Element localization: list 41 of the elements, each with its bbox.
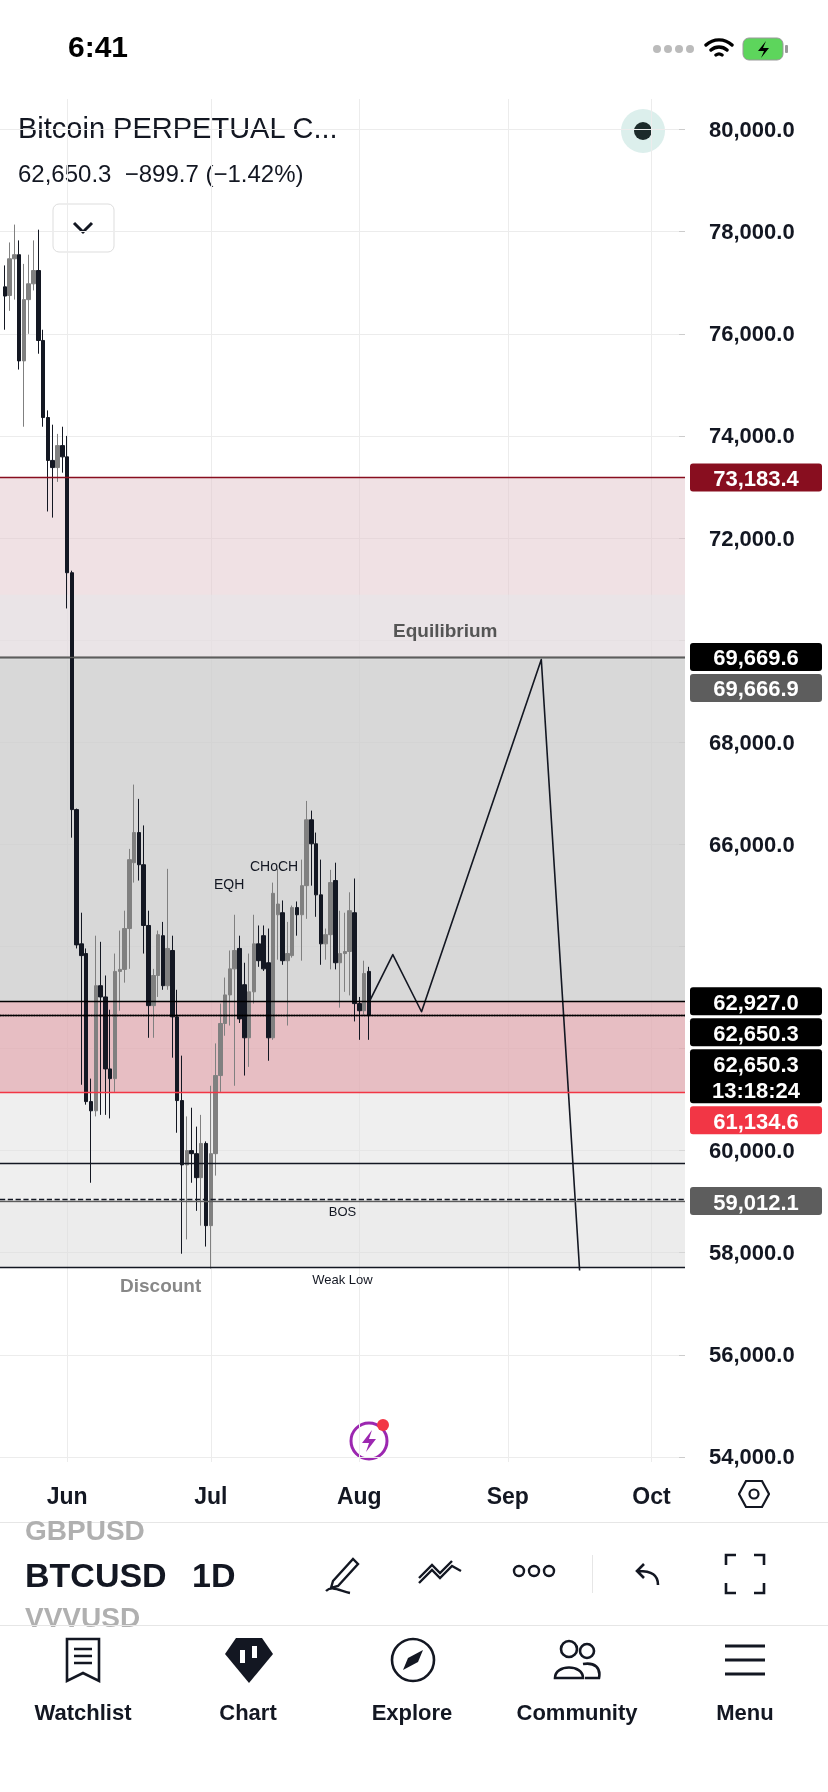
x-tick-label: Jul	[194, 1482, 228, 1509]
text: 6:41	[68, 30, 129, 64]
ref-line-label: 73,183.4	[713, 466, 800, 492]
text: BTCUSD	[25, 1556, 167, 1595]
annotation: Equilibrium	[393, 620, 498, 642]
y-tick-label: 54,000.0	[709, 1444, 795, 1470]
ref-line-label: 62,650.3	[713, 1020, 799, 1046]
y-tick-label: 60,000.0	[709, 1138, 795, 1164]
annotation: CHoCH	[250, 858, 299, 874]
y-tick-label: 80,000.0	[709, 117, 795, 143]
text: GBPUSD	[25, 1515, 145, 1547]
ref-line-label: Weak Low	[312, 1271, 374, 1287]
x-tick-label: Aug	[336, 1482, 382, 1509]
y-tick-label: 56,000.0	[709, 1342, 795, 1368]
chart-title: Bitcoin PERPETUAL C...	[18, 112, 338, 145]
text: Watchlist	[33, 1700, 133, 1726]
text: 62,650.3 −899.7 (−1.42%)	[18, 160, 304, 188]
ref-line-label: 59,012.1	[713, 1189, 799, 1215]
ref-line-label: 61,134.6	[713, 1108, 799, 1134]
text: Chart	[218, 1700, 278, 1726]
y-tick-label: 72,000.0	[709, 525, 795, 551]
y-tick-label: 74,000.0	[709, 423, 795, 449]
y-tick-label: 58,000.0	[709, 1240, 795, 1266]
y-tick-label: 78,000.0	[709, 219, 795, 245]
text: 1D	[192, 1556, 236, 1595]
x-tick-label: Jun	[46, 1482, 88, 1509]
ref-line-label: 69,669.6	[713, 645, 799, 671]
annotation: EQH	[214, 876, 245, 892]
y-tick-label: 76,000.0	[709, 321, 795, 347]
ref-line-label: 62,927.0	[713, 989, 799, 1015]
x-tick-label: Oct	[632, 1482, 671, 1509]
ref-line-label: BOS	[328, 1203, 357, 1219]
text: Explore	[370, 1700, 454, 1726]
text: Menu	[715, 1700, 775, 1726]
ref-line-label: 62,650.3 13:18:24	[711, 1051, 801, 1103]
x-tick-label: Sep	[486, 1482, 529, 1509]
band-label: Discount	[120, 1274, 202, 1296]
y-tick-label: 66,000.0	[709, 831, 795, 857]
text: Community	[515, 1700, 639, 1726]
y-tick-label: 68,000.0	[709, 729, 795, 755]
ref-line-label: 69,666.9	[713, 676, 799, 702]
